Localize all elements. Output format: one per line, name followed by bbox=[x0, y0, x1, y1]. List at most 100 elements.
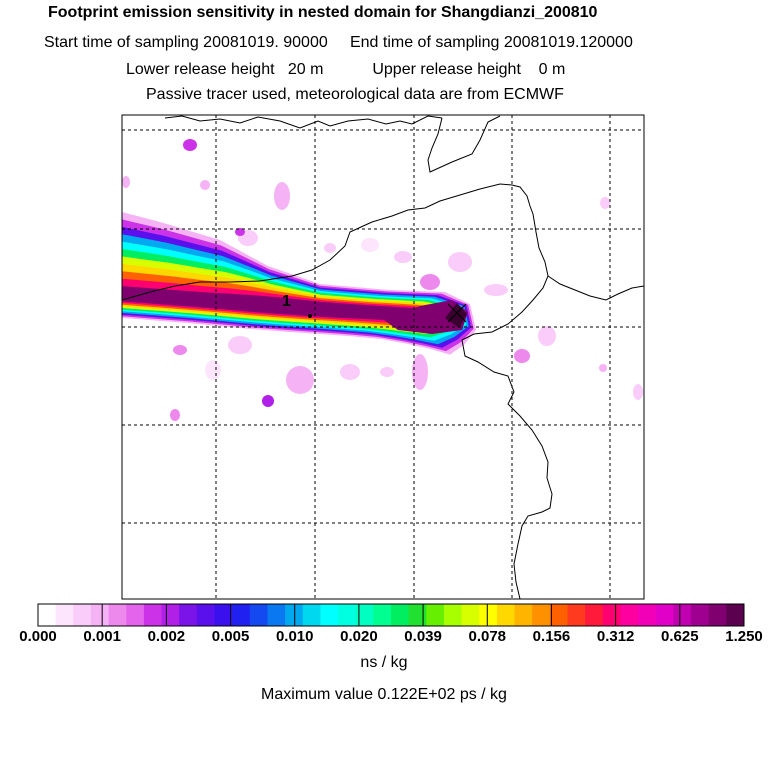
maximum-value-label: Maximum value 0.122E+02 ps / kg bbox=[261, 686, 507, 703]
sensitivity-patch bbox=[420, 274, 440, 290]
sensitivity-patches bbox=[122, 139, 643, 421]
colorbar-tick-label: 0.078 bbox=[468, 628, 507, 645]
colorbar-swatch bbox=[655, 604, 674, 626]
colorbar-swatch bbox=[443, 604, 462, 626]
colorbar-swatch bbox=[55, 604, 74, 626]
colorbar-swatch bbox=[108, 604, 127, 626]
colorbar-swatch bbox=[196, 604, 215, 626]
sensitivity-patch bbox=[170, 409, 180, 421]
colorbar-swatch bbox=[338, 604, 357, 626]
colorbar-swatch bbox=[143, 604, 162, 626]
sensitivity-patch bbox=[484, 284, 508, 296]
colorbar-swatch bbox=[532, 604, 551, 626]
sensitivity-patch bbox=[412, 354, 428, 390]
subtitle-release-heights: Lower release height 20 m Upper release … bbox=[126, 61, 566, 78]
colorbar-swatch bbox=[285, 604, 304, 626]
colorbar-swatch bbox=[161, 604, 180, 626]
colorbar-swatch bbox=[620, 604, 639, 626]
colorbar-swatch bbox=[232, 604, 251, 626]
colorbar-swatch bbox=[179, 604, 198, 626]
colorbar-tick-label: 0.020 bbox=[340, 628, 378, 645]
colorbar-swatch bbox=[302, 604, 321, 626]
sensitivity-patch bbox=[200, 180, 210, 190]
sensitivity-patch bbox=[340, 364, 360, 380]
sensitivity-patch bbox=[228, 336, 252, 354]
coastline-liaodong bbox=[547, 275, 644, 301]
sensitivity-patch bbox=[205, 360, 221, 380]
colorbar-swatch bbox=[408, 604, 427, 626]
sensitivity-patch bbox=[235, 228, 245, 236]
colorbar-swatch bbox=[38, 604, 57, 626]
colorbar-frame bbox=[37, 603, 745, 627]
colorbar-swatch bbox=[638, 604, 657, 626]
colorbar-swatch bbox=[708, 604, 727, 626]
border-line-middle bbox=[122, 183, 534, 301]
chart-title: Footprint emission sensitivity in nested… bbox=[48, 4, 598, 21]
colorbar-tick-label: 0.005 bbox=[211, 628, 250, 645]
sensitivity-plume bbox=[122, 212, 476, 355]
lat-lon-grid bbox=[122, 115, 644, 599]
sensitivity-patch bbox=[599, 364, 607, 372]
colorbar-swatch bbox=[90, 604, 109, 626]
colorbar-swatch bbox=[514, 604, 533, 626]
sensitivity-patch bbox=[122, 176, 130, 188]
border-line-east-north bbox=[427, 115, 501, 173]
colorbar-tick-label: 0.002 bbox=[147, 628, 186, 645]
colorbar-swatch bbox=[691, 604, 710, 626]
colorbar-tick-label: 0.001 bbox=[83, 628, 121, 645]
sensitivity-patch bbox=[633, 384, 643, 400]
colorbar-swatch bbox=[567, 604, 586, 626]
receptor-marker bbox=[447, 303, 467, 323]
sensitivity-patch bbox=[394, 251, 412, 263]
colorbar-tick-label: 0.312 bbox=[596, 628, 635, 645]
sensitivity-patch bbox=[183, 139, 197, 151]
sensitivity-patch bbox=[448, 252, 472, 272]
colorbar-tick-label: 0.039 bbox=[404, 628, 442, 645]
sensitivity-patch bbox=[173, 345, 187, 355]
colorbar bbox=[37, 603, 745, 627]
colorbar-swatch bbox=[267, 604, 286, 626]
plume-contour-1.25 bbox=[122, 286, 452, 321]
sensitivity-patch bbox=[514, 349, 530, 363]
map-background bbox=[122, 115, 644, 599]
colorbar-swatch bbox=[673, 604, 692, 626]
colorbar-tick-label: 0.000 bbox=[19, 628, 57, 645]
colorbar-swatch bbox=[479, 604, 498, 626]
colorbar-swatch bbox=[373, 604, 392, 626]
colorbar-swatch bbox=[585, 604, 604, 626]
colorbar-swatch bbox=[214, 604, 233, 626]
colorbar-swatch bbox=[249, 604, 268, 626]
coastlines bbox=[122, 115, 644, 599]
sensitivity-patch bbox=[600, 197, 610, 209]
colorbar-swatch bbox=[126, 604, 145, 626]
sensitivity-patch bbox=[286, 366, 314, 394]
coastline-bohai bbox=[461, 213, 553, 599]
sensitivity-patch bbox=[274, 182, 290, 210]
colorbar-swatch bbox=[549, 604, 568, 626]
border-line-north bbox=[164, 115, 443, 129]
colorbar-swatch bbox=[320, 604, 339, 626]
colorbar-swatch bbox=[602, 604, 621, 626]
colorbar-swatch bbox=[461, 604, 480, 626]
colorbar-swatch bbox=[391, 604, 410, 626]
colorbar-swatch bbox=[726, 604, 745, 626]
release-point-dot bbox=[308, 314, 312, 318]
colorbar-swatch bbox=[355, 604, 374, 626]
subtitle-sampling-times: Start time of sampling 20081019. 90000 E… bbox=[44, 34, 633, 51]
sensitivity-patch bbox=[324, 243, 336, 253]
colorbar-tick-label: 0.156 bbox=[532, 628, 571, 645]
subtitle-tracer-info: Passive tracer used, meteorological data… bbox=[146, 86, 564, 103]
colorbar-tick-label: 0.010 bbox=[275, 628, 314, 645]
colorbar-swatch bbox=[496, 604, 515, 626]
sensitivity-patch bbox=[262, 395, 274, 407]
sensitivity-patch bbox=[380, 367, 394, 377]
sensitivity-patch bbox=[538, 326, 556, 346]
colorbar-unit-label: ns / kg bbox=[360, 654, 408, 671]
colorbar-swatch bbox=[73, 604, 92, 626]
release-point-label: 1 bbox=[282, 293, 291, 310]
map-frame bbox=[121, 114, 645, 600]
colorbar-tick-label: 1.250 bbox=[725, 628, 763, 645]
colorbar-tick-label: 0.625 bbox=[661, 628, 699, 645]
colorbar-swatch bbox=[426, 604, 445, 626]
